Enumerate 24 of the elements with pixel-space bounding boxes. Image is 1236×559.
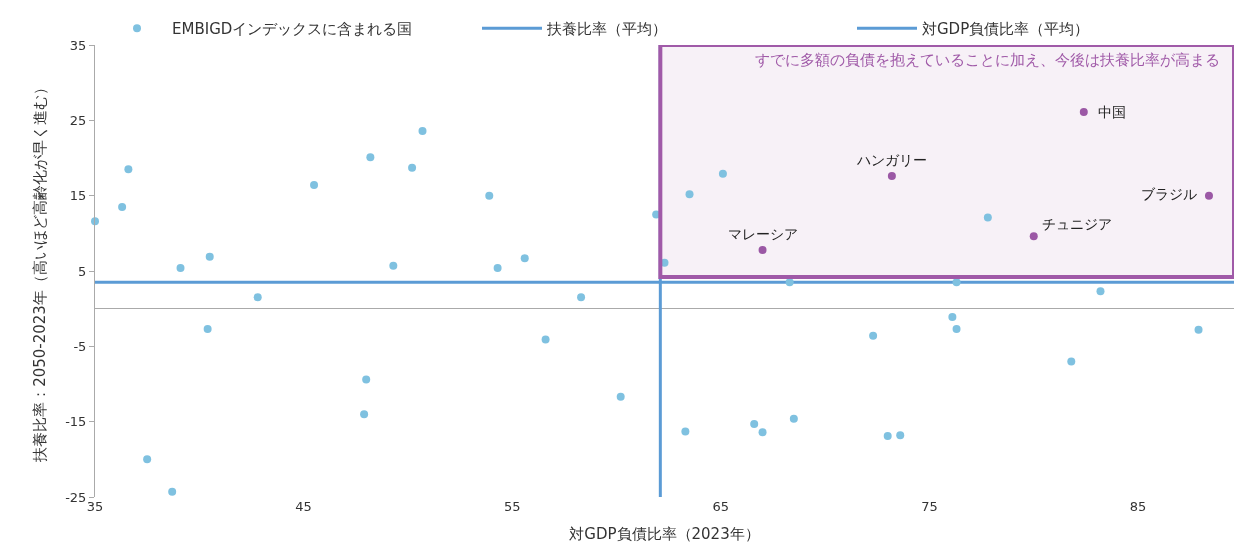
annotation: ブラジル [1141, 186, 1197, 202]
x-tick-label: 75 [921, 499, 938, 514]
legend-label: 対GDP負債比率（平均） [922, 20, 1090, 39]
x-tick-label: 35 [86, 499, 104, 514]
y-tick-label: 35 [69, 37, 87, 53]
legend-label: 扶養比率（平均） [546, 20, 667, 39]
x-tick-label: 65 [712, 499, 730, 514]
y-axis-title: 扶養比率：2050-2023年（高いほど高齢化が早く進む） [31, 80, 50, 463]
annotation: チュニジア [1042, 216, 1112, 232]
y-tick-label: 25 [69, 112, 87, 128]
y-tick-label: -5 [73, 338, 87, 354]
y-tick-label: -25 [65, 489, 87, 505]
y-tick-label: 5 [78, 263, 87, 279]
annotation: 中国 [1098, 104, 1126, 120]
legend-label: EMBIGDインデックスに含まれる国 [172, 20, 413, 39]
annotation: マレーシア [728, 226, 798, 242]
annotation: ハンガリー [856, 152, 927, 168]
x-tick-label: 45 [295, 499, 312, 514]
x-tick-label: 85 [1129, 499, 1147, 514]
x-tick-label: 55 [503, 499, 521, 514]
band-label: すでに多額の負債を抱えていることに加え、今後は扶養比率が高まる [755, 51, 1220, 69]
y-tick-label: -15 [65, 414, 87, 430]
y-tick-label: 15 [69, 188, 87, 204]
x-axis-title: 対GDP負債比率（2023年） [569, 525, 760, 543]
